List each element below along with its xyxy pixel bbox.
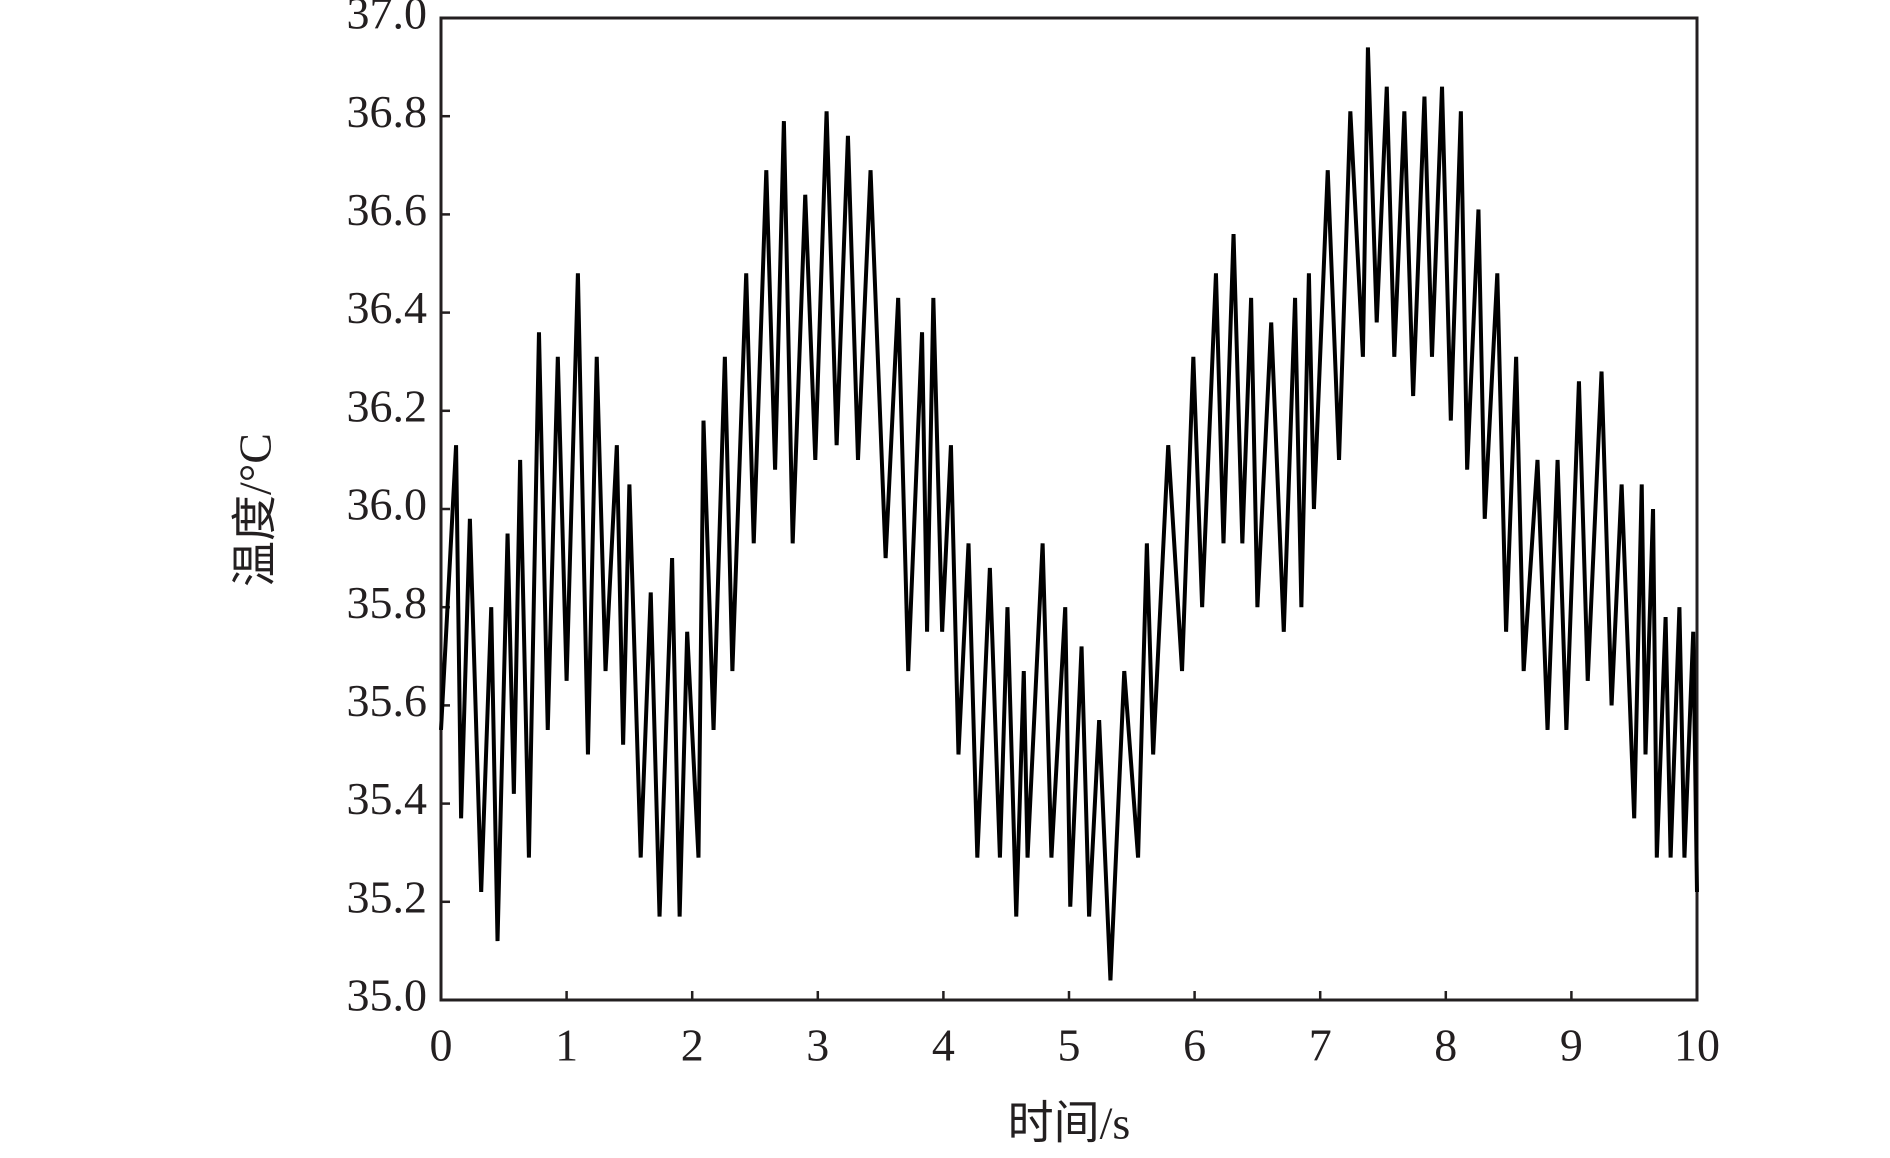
y-tick-label: 37.0 bbox=[347, 0, 428, 39]
x-tick-label: 4 bbox=[932, 1020, 955, 1071]
x-tick-label: 9 bbox=[1560, 1020, 1583, 1071]
x-tick-label: 8 bbox=[1434, 1020, 1457, 1071]
y-tick-label: 35.0 bbox=[347, 970, 428, 1021]
y-tick-label: 36.2 bbox=[347, 380, 428, 431]
y-tick-label: 36.6 bbox=[347, 184, 428, 235]
x-tick-label: 0 bbox=[430, 1020, 453, 1071]
y-tick-label: 36.4 bbox=[347, 282, 428, 333]
x-tick-label: 2 bbox=[681, 1020, 704, 1071]
x-tick-label: 3 bbox=[806, 1020, 829, 1071]
x-tick-label: 10 bbox=[1674, 1020, 1720, 1071]
y-axis-label: 温度/°C bbox=[230, 433, 281, 587]
x-tick-label: 1 bbox=[555, 1020, 578, 1071]
y-tick-label: 35.2 bbox=[347, 871, 428, 922]
plot-frame bbox=[439, 16, 1699, 1002]
y-tick-label: 35.4 bbox=[347, 773, 428, 824]
x-tick-label: 6 bbox=[1183, 1020, 1206, 1071]
y-tick-label: 35.6 bbox=[347, 675, 428, 726]
x-tick-label: 5 bbox=[1058, 1020, 1081, 1071]
y-tick-label: 36.8 bbox=[347, 86, 428, 137]
x-axis-label: 时间/s bbox=[1008, 1098, 1131, 1149]
x-tick-label: 7 bbox=[1309, 1020, 1332, 1071]
y-tick-label: 36.0 bbox=[347, 479, 428, 530]
data-line bbox=[439, 47, 1699, 981]
y-tick-label: 35.8 bbox=[347, 577, 428, 628]
